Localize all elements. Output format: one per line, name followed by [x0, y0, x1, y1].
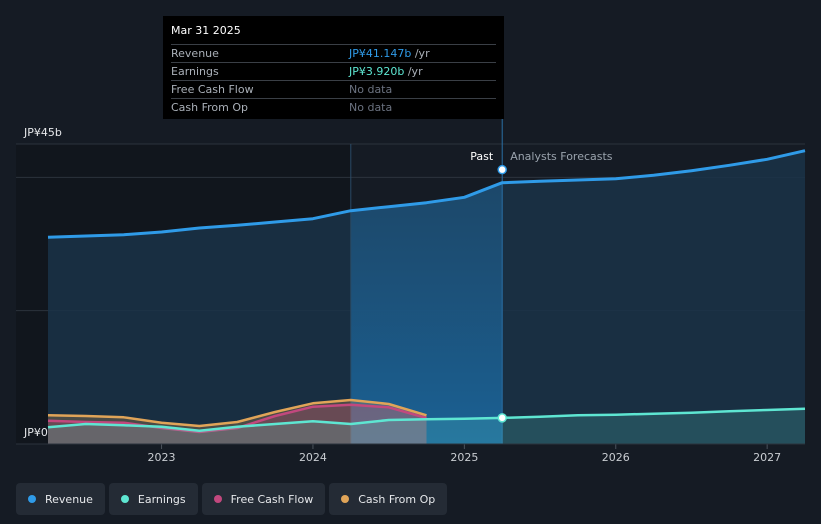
earnings-area	[48, 408, 805, 444]
tooltip-value-number: No data	[349, 101, 393, 114]
tooltip-row-earnings: Earnings JP¥3.920b /yr	[171, 62, 496, 80]
earnings-highlight-point	[497, 413, 507, 423]
legend-dot-icon	[213, 495, 222, 503]
legend-label: Free Cash Flow	[230, 492, 314, 506]
legend-label: Revenue	[45, 492, 93, 506]
tooltip-value-number: No data	[349, 83, 393, 96]
tooltip-row-revenue: Revenue JP¥41.147b /yr	[171, 44, 496, 62]
x-tick-label: 2024	[299, 451, 327, 464]
tooltip-value-number: JP¥3.920b	[349, 65, 405, 78]
legend-dot-icon	[28, 495, 36, 503]
legend-item-free-cash-flow[interactable]: Free Cash Flow	[201, 483, 326, 515]
legend-item-cash-from-op[interactable]: Cash From Op	[329, 483, 448, 515]
tooltip-value-number: JP¥41.147b	[349, 47, 412, 60]
legend-dot-icon	[341, 495, 350, 503]
x-tick-label: 2025	[450, 451, 478, 464]
tooltip-date: Mar 31 2025	[171, 24, 241, 37]
cash-from-op-area	[48, 400, 427, 444]
tooltip-value: JP¥41.147b /yr	[349, 45, 430, 62]
tooltip: Mar 31 2025 Revenue JP¥41.147b /yr Earni…	[163, 16, 504, 119]
tooltip-value: No data	[349, 99, 392, 116]
revenue-highlight-point	[497, 164, 507, 175]
free-cash-flow-line	[47, 403, 427, 434]
past-highlight-area	[350, 182, 503, 444]
tooltip-label: Free Cash Flow	[171, 83, 254, 96]
legend: Revenue Earnings Free Cash Flow Cash Fro…	[16, 483, 448, 516]
tooltip-unit: /yr	[404, 65, 423, 78]
y-axis-top-label: JP¥45b	[23, 126, 62, 139]
tooltip-value: JP¥3.920b /yr	[349, 63, 423, 80]
legend-label: Earnings	[137, 492, 186, 506]
legend-item-revenue[interactable]: Revenue	[16, 483, 105, 515]
cash-from-op-line	[47, 398, 427, 428]
earnings-line	[47, 407, 806, 432]
x-tick-label: 2026	[602, 451, 630, 464]
legend-item-earnings[interactable]: Earnings	[108, 483, 198, 515]
x-tick-label: 2027	[753, 451, 781, 464]
revenue-line	[47, 149, 806, 239]
tooltip-unit: /yr	[411, 47, 430, 60]
tooltip-row-cash-from-op: Cash From Op No data	[171, 98, 496, 116]
past-label: Past	[470, 150, 494, 163]
legend-dot-icon	[120, 495, 129, 503]
tooltip-label: Earnings	[171, 65, 219, 78]
tooltip-row-free-cash-flow: Free Cash Flow No data	[171, 80, 496, 98]
free-cash-flow-area	[48, 404, 427, 444]
forecast-label: Analysts Forecasts	[510, 150, 613, 163]
y-axis-bottom-label: JP¥0	[23, 426, 48, 439]
x-tick-label: 2023	[148, 451, 176, 464]
tooltip-label: Cash From Op	[171, 101, 249, 114]
tooltip-value: No data	[349, 81, 392, 98]
legend-label: Cash From Op	[358, 492, 436, 506]
tooltip-label: Revenue	[171, 47, 219, 60]
